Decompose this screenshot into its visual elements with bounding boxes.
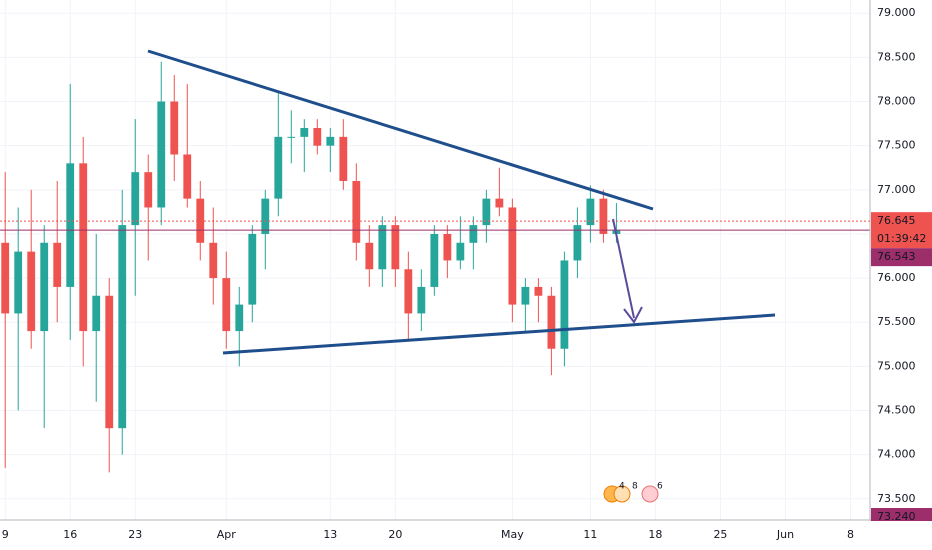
candle-body bbox=[118, 225, 127, 429]
candle-body bbox=[27, 251, 36, 332]
trend-line bbox=[147, 49, 654, 211]
price-axis bbox=[870, 0, 932, 550]
plot-area bbox=[0, 61, 870, 473]
x-tick-label: Jun bbox=[776, 528, 794, 541]
event-icon[interactable] bbox=[613, 485, 631, 503]
candle-body bbox=[235, 304, 244, 332]
candle-body bbox=[586, 198, 595, 226]
candle-body bbox=[417, 286, 426, 314]
drawings: 4 8 6 bbox=[147, 49, 776, 503]
candle-body bbox=[53, 242, 62, 287]
price-label-box bbox=[871, 212, 932, 249]
candle-body bbox=[313, 128, 322, 146]
candle-body bbox=[495, 198, 504, 208]
candle-body bbox=[248, 233, 257, 305]
x-tick-label: 18 bbox=[648, 528, 662, 541]
candle-body bbox=[261, 198, 270, 234]
y-tick-label: 74.500 bbox=[877, 404, 916, 417]
y-tick-label: 76.000 bbox=[877, 271, 916, 284]
candle-body bbox=[456, 242, 465, 261]
candle-body bbox=[287, 136, 296, 138]
y-tick-label: 79.000 bbox=[877, 6, 916, 19]
candle-body bbox=[339, 136, 348, 181]
event-icon[interactable] bbox=[641, 485, 659, 503]
x-tick-label: 11 bbox=[583, 528, 597, 541]
candle-body bbox=[131, 172, 140, 226]
candle-body bbox=[391, 225, 400, 270]
y-tick-label: 74.000 bbox=[877, 448, 916, 461]
y-tick-label: 77.000 bbox=[877, 183, 916, 196]
candle-body bbox=[105, 295, 114, 429]
y-tick-label: 78.500 bbox=[877, 50, 916, 63]
candle-body bbox=[378, 225, 387, 270]
y-tick-label: 78.000 bbox=[877, 95, 916, 108]
x-tick-label: Apr bbox=[217, 528, 237, 541]
price-label: 76.543 bbox=[877, 250, 916, 263]
candle-body bbox=[352, 180, 361, 243]
x-tick-label: May bbox=[501, 528, 524, 541]
y-tick-label: 75.000 bbox=[877, 359, 916, 372]
y-tick-label: 75.500 bbox=[877, 315, 916, 328]
price-label: 73.240 bbox=[877, 510, 916, 523]
candle-body bbox=[443, 233, 452, 261]
candle-body bbox=[365, 242, 374, 270]
x-tick-label: 25 bbox=[713, 528, 727, 541]
candle-body bbox=[1, 242, 10, 314]
event-count: 6 bbox=[657, 482, 663, 492]
countdown: 01:39:42 bbox=[877, 232, 926, 245]
candle-body bbox=[430, 233, 439, 287]
candle-body bbox=[599, 198, 608, 234]
candle-body bbox=[326, 136, 335, 146]
candle-body bbox=[144, 172, 153, 208]
candle-body bbox=[560, 260, 569, 349]
x-tick-label: 20 bbox=[388, 528, 402, 541]
candle-body bbox=[14, 251, 23, 314]
axes: 73.500 74.000 74.500 75.000 75.500 76.000 76.5… bbox=[0, 6, 932, 550]
event-count: 4 bbox=[619, 482, 625, 492]
time-axis-cover bbox=[0, 521, 932, 550]
candle-body bbox=[157, 101, 166, 208]
x-tick-label: 9 bbox=[2, 528, 9, 541]
x-tick-label: 23 bbox=[128, 528, 142, 541]
trend-line bbox=[222, 313, 776, 355]
candle-body bbox=[508, 207, 517, 305]
candle-body bbox=[547, 295, 556, 349]
arrow bbox=[612, 218, 635, 319]
candle-body bbox=[209, 242, 218, 279]
candle-body bbox=[79, 163, 88, 332]
candle-body bbox=[92, 295, 101, 332]
candle-body bbox=[300, 128, 309, 137]
candle-body bbox=[573, 225, 582, 261]
candle-body bbox=[222, 278, 231, 332]
candle-body bbox=[404, 269, 413, 314]
candle-body bbox=[534, 286, 543, 296]
candle-body bbox=[66, 163, 75, 287]
candle-body bbox=[469, 225, 478, 243]
price-label: 76.645 bbox=[877, 214, 916, 227]
candle-body bbox=[170, 101, 179, 155]
candle-body bbox=[40, 242, 49, 332]
x-tick-label: 16 bbox=[63, 528, 77, 541]
x-tick-label: 8 bbox=[847, 528, 854, 541]
candle-body bbox=[482, 198, 491, 226]
arrow-head bbox=[623, 306, 643, 324]
candle-body bbox=[183, 154, 192, 199]
y-tick-label: 73.500 bbox=[877, 492, 916, 505]
candle-body bbox=[274, 136, 283, 199]
event-count: 8 bbox=[632, 482, 638, 492]
price-label-box bbox=[871, 248, 932, 267]
y-tick-label: 77.500 bbox=[877, 139, 916, 152]
x-tick-label: 13 bbox=[323, 528, 337, 541]
candle-body bbox=[521, 286, 530, 305]
